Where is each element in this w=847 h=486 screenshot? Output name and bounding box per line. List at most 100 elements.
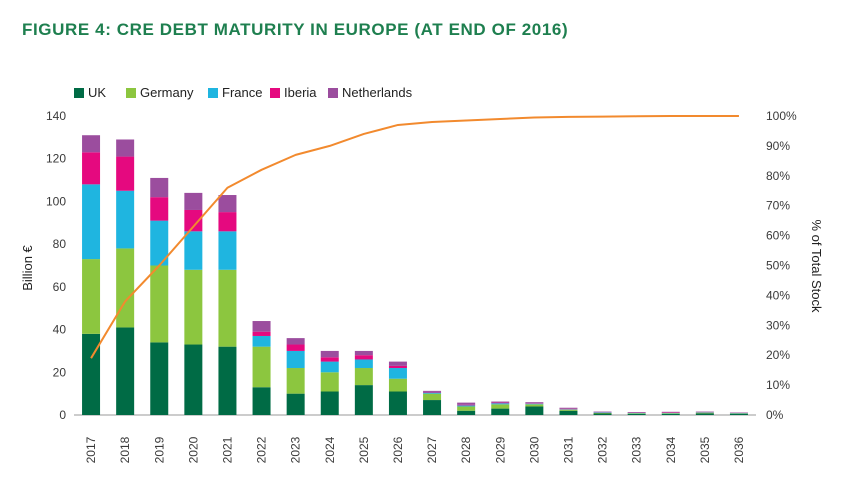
bar-iberia [491, 402, 510, 404]
y-tick-label: 140 [46, 109, 66, 123]
bar-netherlands [627, 412, 646, 413]
legend-swatch-germany [126, 88, 136, 98]
y-tick-label: 0 [59, 408, 66, 422]
chart-bars [82, 135, 748, 415]
bar-uk [116, 327, 135, 415]
x-tick-label: 2032 [596, 436, 610, 463]
bar-uk [354, 385, 373, 415]
x-tick-label: 2033 [630, 436, 644, 463]
bar-germany [184, 269, 203, 345]
legend-label-iberia: Iberia [284, 85, 317, 100]
bar-netherlands [423, 390, 442, 392]
bar-uk [150, 342, 169, 415]
bar-iberia [457, 404, 476, 406]
bar-germany [150, 265, 169, 343]
x-tick-label: 2018 [118, 436, 132, 463]
x-tick-label: 2022 [255, 436, 269, 463]
bar-france [218, 231, 237, 270]
y2-tick-label: 10% [766, 378, 790, 392]
bar-france [150, 220, 169, 266]
bar-netherlands [150, 177, 169, 198]
y-tick-label: 80 [53, 237, 67, 251]
y-tick-label: 20 [53, 365, 67, 379]
bar-uk [627, 413, 646, 415]
bar-uk [457, 410, 476, 415]
bar-iberia [150, 197, 169, 221]
bar-iberia [116, 156, 135, 191]
legend-label-uk: UK [88, 85, 106, 100]
x-tick-label: 2031 [561, 436, 575, 463]
x-tick-label: 2017 [84, 436, 98, 463]
bar-iberia [423, 391, 442, 393]
bar-germany [695, 412, 714, 414]
y-tick-label: 100 [46, 194, 66, 208]
bar-uk [661, 413, 680, 415]
x-tick-label: 2020 [186, 436, 200, 463]
bar-netherlands [82, 135, 101, 153]
x-tick-label: 2024 [323, 436, 337, 463]
y2-axis-label: % of Total Stock [809, 220, 824, 313]
x-tick-label: 2023 [289, 436, 303, 463]
x-tick-label: 2029 [493, 436, 507, 463]
bar-france [457, 405, 476, 407]
bar-uk [286, 393, 305, 415]
y2-tick-label: 100% [766, 109, 797, 123]
bar-uk [593, 413, 612, 415]
x-tick-label: 2026 [391, 436, 405, 463]
x-tick-label: 2019 [152, 436, 166, 463]
legend-swatch-uk [74, 88, 84, 98]
bar-iberia [218, 212, 237, 232]
bar-france [252, 335, 271, 347]
chart-title: FIGURE 4: CRE DEBT MATURITY IN EUROPE (A… [22, 20, 569, 39]
y2-tick-label: 80% [766, 169, 790, 183]
bar-france [423, 392, 442, 394]
bar-france [388, 368, 407, 379]
y-tick-label: 60 [53, 280, 67, 294]
y-axis-label: Billion € [20, 244, 35, 290]
cumulative-line [90, 115, 739, 359]
legend-swatch-france [208, 88, 218, 98]
bar-germany [286, 368, 305, 394]
bar-germany [661, 413, 680, 414]
bar-france [82, 184, 101, 260]
x-tick-label: 2025 [357, 436, 371, 463]
y2-tick-label: 60% [766, 229, 790, 243]
bar-germany [82, 259, 101, 334]
legend-label-germany: Germany [140, 85, 194, 100]
bar-uk [388, 391, 407, 415]
x-tick-label: 2030 [527, 436, 541, 463]
bar-uk [695, 413, 714, 415]
bar-germany [423, 393, 442, 401]
bar-uk [525, 406, 544, 415]
bar-netherlands [525, 402, 544, 404]
y2-tick-label: 40% [766, 288, 790, 302]
y2-tick-label: 90% [766, 139, 790, 153]
x-tick-label: 2027 [425, 436, 439, 463]
bar-netherlands [184, 192, 203, 210]
bar-iberia [82, 152, 101, 185]
bar-iberia [184, 209, 203, 232]
bar-germany [218, 269, 237, 347]
chart-axes: 0 20 40 60 80 100 120 140 0% 10% 20% 30% 40% 50% 60% 70… [20, 109, 824, 463]
chart-legend: UK Germany France Iberia Netherlands [74, 85, 413, 100]
bar-france [491, 403, 510, 405]
bar-france [184, 231, 203, 270]
bar-uk [218, 346, 237, 415]
bar-uk [252, 387, 271, 415]
bar-france [354, 359, 373, 369]
bar-netherlands [593, 411, 612, 413]
bar-germany [457, 406, 476, 411]
bar-germany [354, 368, 373, 386]
bar-netherlands [218, 195, 237, 213]
bar-netherlands [457, 402, 476, 405]
bar-uk [320, 391, 339, 415]
bar-netherlands [354, 350, 373, 356]
legend-swatch-netherlands [328, 88, 338, 98]
bar-netherlands [252, 321, 271, 332]
bar-iberia [286, 344, 305, 351]
bar-netherlands [491, 401, 510, 403]
bar-uk [559, 410, 578, 415]
bar-germany [252, 346, 271, 388]
y2-tick-label: 30% [766, 318, 790, 332]
legend-label-netherlands: Netherlands [342, 85, 413, 100]
